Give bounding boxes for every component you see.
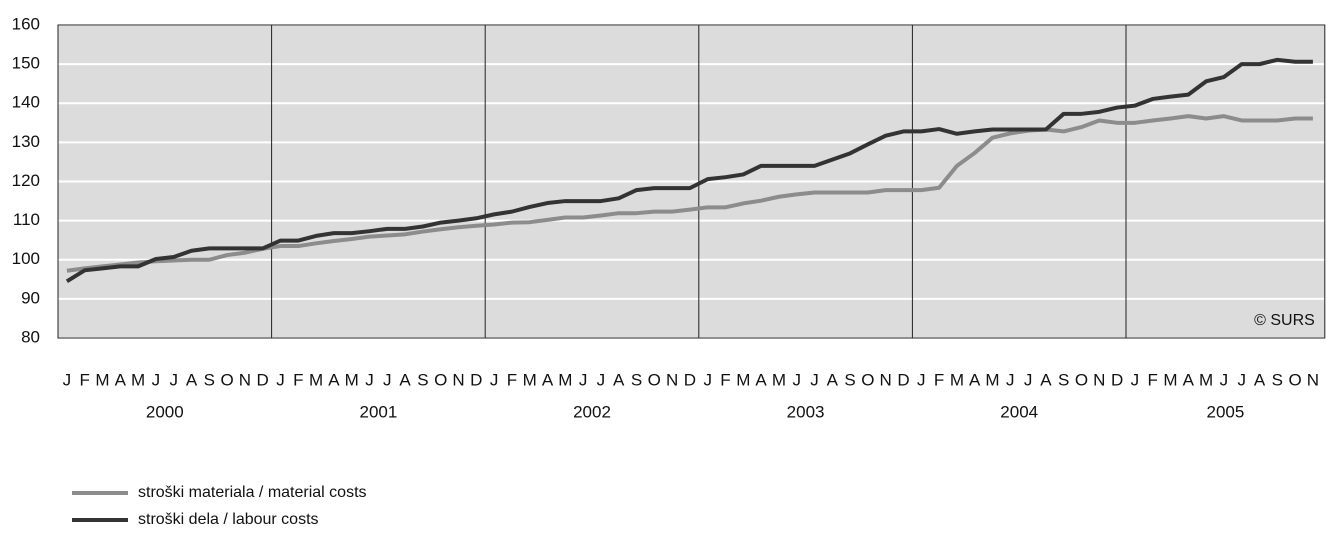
x-tick-label: J	[383, 370, 392, 389]
x-tick-label: O	[434, 370, 447, 389]
y-tick-label: 150	[12, 54, 40, 73]
x-tick-label: F	[720, 370, 730, 389]
x-tick-label: N	[1093, 370, 1105, 389]
x-tick-label: O	[861, 370, 874, 389]
y-tick-label: 160	[12, 14, 40, 33]
y-tick-label: 110	[13, 210, 40, 229]
x-tick-label: D	[897, 370, 909, 389]
x-tick-label: M	[131, 370, 145, 389]
legend-label: stroški materiala / material costs	[138, 484, 367, 501]
x-tick-label: D	[684, 370, 696, 389]
x-tick-label: J	[63, 370, 72, 389]
x-tick-label: N	[1307, 370, 1319, 389]
x-tick-label: F	[80, 370, 90, 389]
annotation: © SURS	[1254, 312, 1315, 329]
x-tick-label: S	[844, 370, 855, 389]
x-tick-label: J	[1220, 370, 1229, 389]
x-tick-label: M	[950, 370, 964, 389]
x-tick-label: A	[186, 370, 198, 389]
x-tick-label: A	[1183, 370, 1195, 389]
y-tick-label: 90	[21, 288, 40, 307]
x-tick-label: J	[276, 370, 285, 389]
x-tick-label: O	[1075, 370, 1088, 389]
x-tick-label: J	[792, 370, 801, 389]
y-tick-label: 120	[12, 171, 40, 190]
x-tick-label: M	[523, 370, 537, 389]
x-tick-label: A	[328, 370, 340, 389]
x-tick-label: M	[1163, 370, 1177, 389]
y-tick-label: 80	[21, 327, 40, 346]
x-tick-label: S	[417, 370, 428, 389]
x-tick-label: D	[257, 370, 269, 389]
x-tick-label: N	[452, 370, 464, 389]
y-tick-label: 100	[12, 249, 40, 268]
x-tick-label: S	[631, 370, 642, 389]
x-tick-label: M	[345, 370, 359, 389]
x-tick-label: F	[1148, 370, 1158, 389]
x-tick-label: J	[597, 370, 606, 389]
plot-frame	[57, 24, 1326, 339]
x-tick-label: J	[810, 370, 819, 389]
x-tick-label: M	[309, 370, 323, 389]
x-tick-label: O	[648, 370, 661, 389]
x-tick-label: M	[985, 370, 999, 389]
x-tick-label: J	[1131, 370, 1140, 389]
legend-label: stroški dela / labour costs	[138, 511, 319, 528]
x-tick-label: J	[579, 370, 588, 389]
series-line	[66, 114, 1313, 273]
series-line	[65, 57, 1313, 283]
x-tick-label: A	[827, 370, 839, 389]
x-tick-label: A	[613, 370, 625, 389]
x-tick-label: M	[736, 370, 750, 389]
x-tick-label: M	[772, 370, 786, 389]
x-tick-label: M	[558, 370, 572, 389]
x-tick-label: J	[490, 370, 499, 389]
x-tick-label: J	[1006, 370, 1015, 389]
x-tick-label: F	[293, 370, 303, 389]
x-tick-label: S	[1058, 370, 1069, 389]
x-tick-label: A	[542, 370, 554, 389]
x-tick-label: A	[1254, 370, 1266, 389]
x-tick-label: N	[239, 370, 251, 389]
year-label: 2000	[146, 402, 184, 421]
x-tick-label: J	[152, 370, 161, 389]
x-tick-label: A	[969, 370, 981, 389]
x-tick-label: N	[880, 370, 892, 389]
x-tick-label: F	[934, 370, 944, 389]
x-tick-label: M	[1199, 370, 1213, 389]
x-tick-label: N	[666, 370, 678, 389]
x-tick-label: J	[1024, 370, 1033, 389]
y-tick-label: 140	[12, 93, 40, 112]
year-label: 2001	[359, 402, 397, 421]
x-tick-label: A	[1040, 370, 1052, 389]
y-tick-label: 130	[12, 132, 40, 151]
x-tick-label: A	[115, 370, 127, 389]
x-tick-label: S	[1272, 370, 1283, 389]
x-tick-label: D	[470, 370, 482, 389]
x-tick-label: J	[365, 370, 374, 389]
x-tick-label: A	[399, 370, 411, 389]
x-tick-label: A	[755, 370, 767, 389]
year-label: 2003	[787, 402, 825, 421]
x-tick-label: J	[917, 370, 926, 389]
x-tick-label: F	[507, 370, 517, 389]
x-tick-label: O	[1288, 370, 1301, 389]
year-label: 2002	[573, 402, 611, 421]
x-tick-label: M	[95, 370, 109, 389]
x-tick-label: D	[1111, 370, 1123, 389]
x-tick-label: J	[1237, 370, 1246, 389]
year-label: 2005	[1206, 402, 1244, 421]
x-tick-label: O	[220, 370, 233, 389]
x-tick-label: S	[204, 370, 215, 389]
x-tick-label: J	[703, 370, 712, 389]
x-tick-label: J	[169, 370, 178, 389]
year-label: 2004	[1000, 402, 1038, 421]
